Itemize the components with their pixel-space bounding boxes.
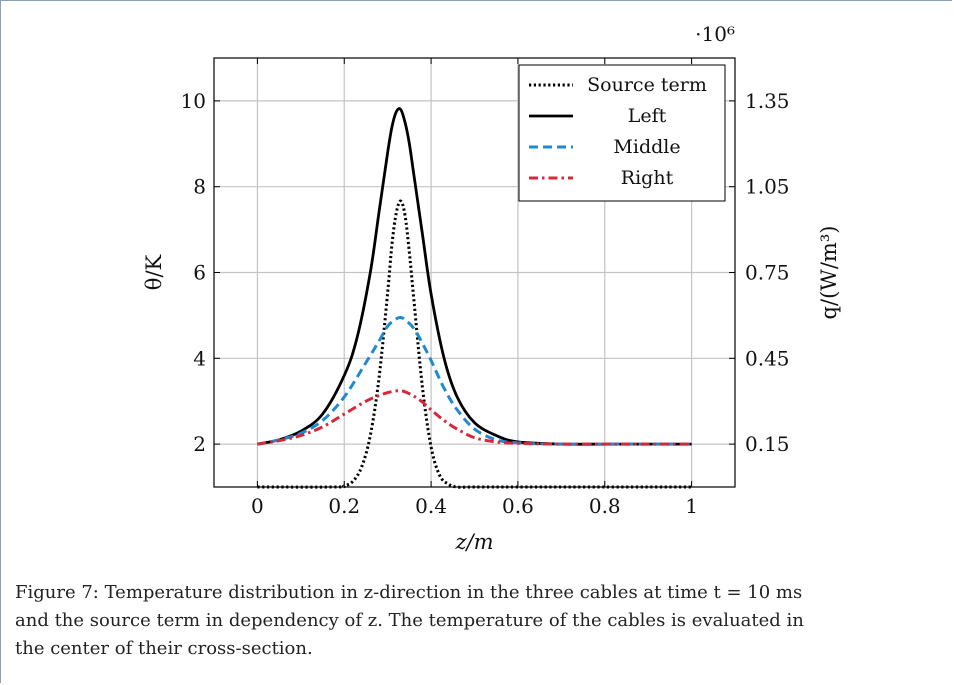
y-left-tick-label: 6 <box>193 261 206 285</box>
x-tick-label: 0.8 <box>589 494 621 518</box>
caption-line: Figure 7: Temperature distribution in z-… <box>15 582 803 603</box>
right-axis-multiplier: ·10⁶ <box>695 22 735 46</box>
ticks: 0 0.2 0.4 0.6 0.8 1 2 4 6 8 10 0.15 0.45 0.75 1.05 1.35 <box>181 58 790 518</box>
caption-line: and the source term in dependency of z. … <box>15 610 804 631</box>
caption-line: the center of their cross-section. <box>15 638 313 659</box>
y-right-tick-label: 1.05 <box>745 175 790 199</box>
y-right-tick-label: 0.75 <box>745 261 790 285</box>
y-left-tick-label: 10 <box>181 89 206 113</box>
y-right-tick-label: 1.35 <box>745 89 790 113</box>
y-left-tick-label: 4 <box>193 346 206 370</box>
legend-label: Source term <box>587 74 707 96</box>
figure-caption: Figure 7: Temperature distribution in z-… <box>15 579 945 663</box>
y-axis-left-label: θ/K <box>142 254 166 290</box>
y-axis-right-label: q/(W/m³) <box>817 226 841 320</box>
y-right-tick-label: 0.45 <box>745 346 790 370</box>
x-tick-label: 0 <box>251 494 264 518</box>
series-line-left <box>257 107 692 446</box>
chart: 0 0.2 0.4 0.6 0.8 1 2 4 6 8 10 0.15 0.45 0.75 1.05 1.35… <box>142 22 841 554</box>
x-tick-label: 0.6 <box>502 494 534 518</box>
legend-label: Right <box>621 167 674 189</box>
series-line-right <box>257 389 692 446</box>
y-left-tick-label: 8 <box>193 175 206 199</box>
legend-label: Middle <box>613 136 680 158</box>
x-axis-label: z/m <box>454 530 493 554</box>
series-line-middle <box>257 315 692 446</box>
legend-label: Left <box>628 105 667 127</box>
series-layer <box>257 107 692 489</box>
y-left-tick-label: 2 <box>193 432 206 456</box>
y-right-tick-label: 0.15 <box>745 432 790 456</box>
x-tick-label: 1 <box>685 494 698 518</box>
x-tick-label: 0.4 <box>415 494 447 518</box>
legend: Source term Left Middle Right <box>518 64 726 202</box>
x-tick-label: 0.2 <box>328 494 360 518</box>
